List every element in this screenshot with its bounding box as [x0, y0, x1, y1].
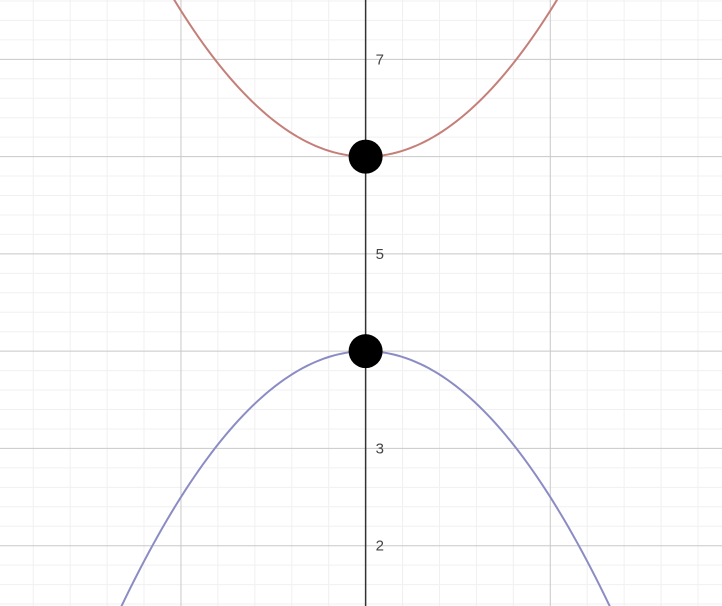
y-tick-label: 5: [376, 246, 384, 263]
y-tick-label: 2: [376, 538, 384, 555]
vertex-point: [349, 140, 383, 174]
vertex-point: [349, 334, 383, 368]
y-tick-label: 7: [376, 51, 384, 68]
y-tick-label: 3: [376, 440, 384, 457]
coordinate-plot: 2 3 5 7: [0, 0, 722, 606]
lower-parabola: [0, 351, 722, 606]
axis-tick-labels: 2 3 5 7: [376, 51, 384, 554]
major-gridlines: [0, 0, 722, 606]
curves: [0, 0, 722, 606]
minor-gridlines: [0, 0, 722, 606]
